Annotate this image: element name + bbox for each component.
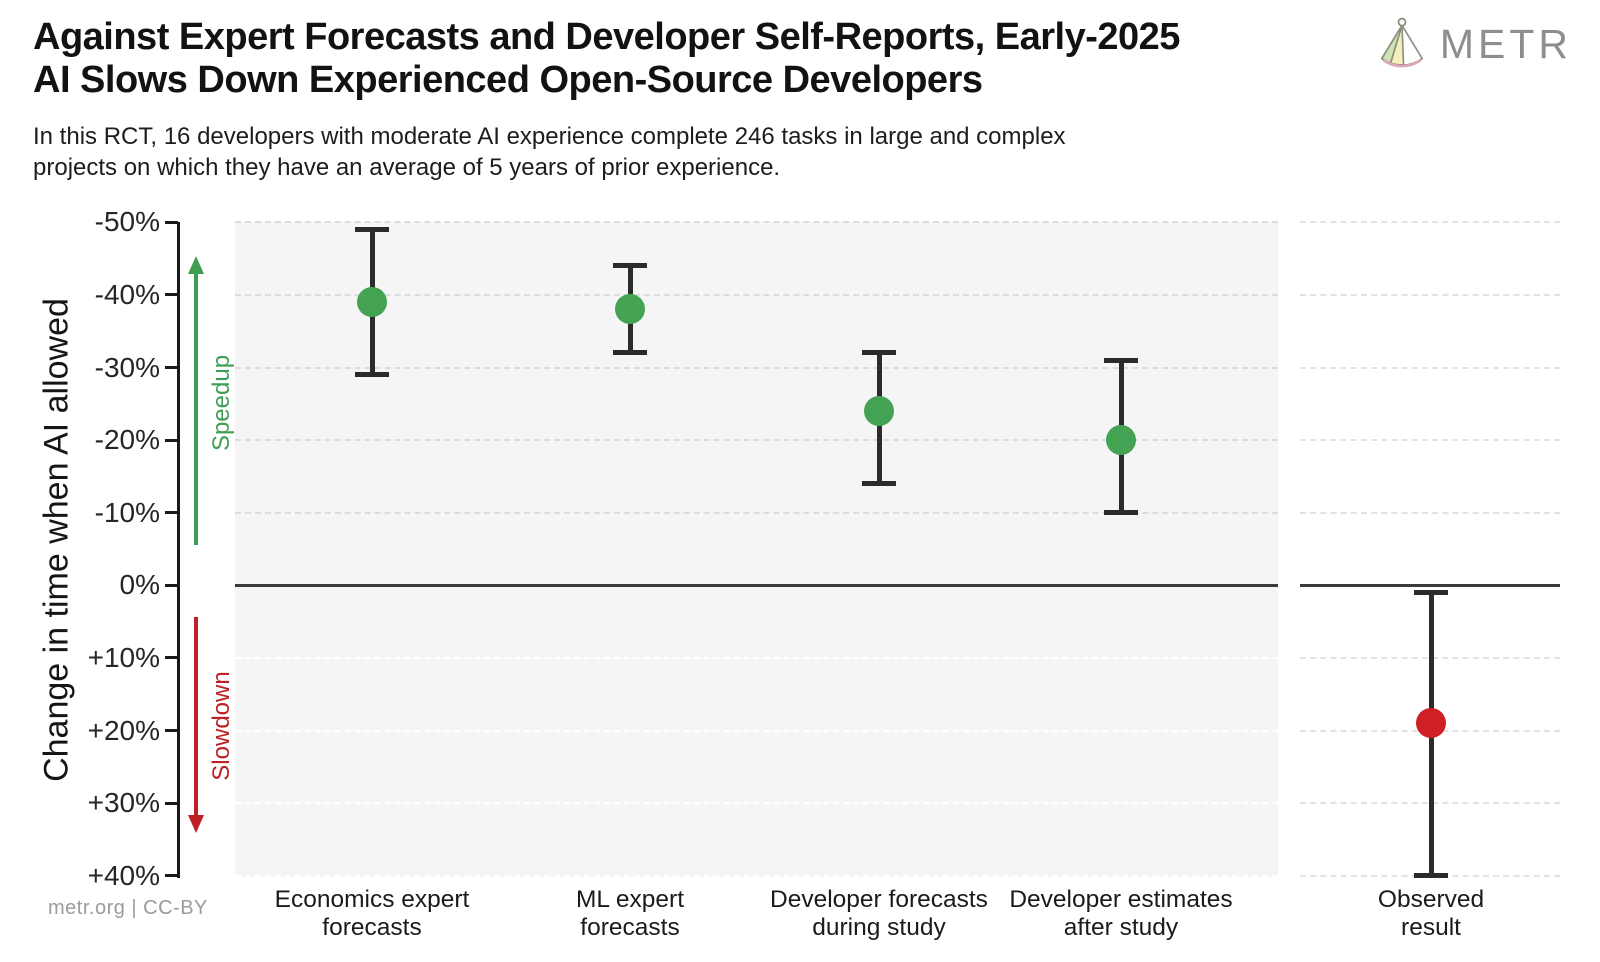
gridline-observed [1300, 293, 1560, 296]
title-line-1: Against Expert Forecasts and Developer S… [33, 16, 1180, 58]
x-axis-label: Economics expert forecasts [222, 886, 522, 942]
gridline-observed [1300, 366, 1560, 369]
gridline-main [235, 221, 1278, 224]
y-tick-label: -30% [94, 351, 160, 383]
error-bar-cap-top [1104, 357, 1138, 363]
gridline-main [235, 729, 1278, 732]
error-bar-cap-bottom [1104, 510, 1138, 516]
data-point-dot [864, 396, 894, 427]
x-axis-label: Developer forecasts during study [729, 886, 1029, 942]
metr-logo-text: METR [1439, 21, 1572, 67]
x-axis-label-line: ML expert [575, 886, 685, 913]
x-axis-label-line: forecasts [580, 913, 680, 941]
gridline-main [235, 439, 1278, 442]
y-tick-label: -40% [94, 278, 160, 310]
data-point-dot [1416, 708, 1446, 739]
page-title: Against Expert Forecasts and Developer S… [33, 16, 1180, 101]
y-tick-mark [165, 438, 178, 442]
x-axis-label: Observed result [1281, 886, 1581, 942]
error-bar-cap-bottom [1414, 873, 1448, 879]
x-axis-label: ML expert forecasts [480, 886, 780, 942]
gridline-main [235, 656, 1278, 659]
y-tick-mark [165, 801, 178, 805]
subtitle-line-2: projects on which they have an average o… [33, 153, 781, 181]
slowdown-label: Slowdown [208, 671, 235, 781]
y-tick-mark [165, 729, 178, 732]
gridline-main [235, 802, 1278, 805]
y-tick-mark [165, 583, 178, 587]
error-bar-cap-top [613, 263, 647, 269]
speedup-arrow-icon [188, 256, 204, 545]
y-tick-mark [165, 874, 178, 878]
y-tick-label: +40% [87, 859, 160, 891]
title-line-2: AI Slows Down Experienced Open-Source De… [33, 58, 983, 101]
gridline-main [235, 511, 1278, 514]
y-tick-mark [165, 511, 178, 515]
x-axis-label-line: Developer forecasts [770, 886, 988, 913]
metr-fan-icon [1374, 14, 1430, 75]
error-bar-cap-top [862, 350, 896, 356]
y-tick-label: -50% [94, 206, 160, 238]
zero-line-observed [1300, 583, 1560, 587]
error-bar-cap-bottom [355, 372, 389, 378]
data-point-dot [615, 294, 645, 325]
gridline-observed [1300, 221, 1560, 224]
y-tick-mark [165, 293, 178, 297]
y-tick-mark [165, 366, 178, 369]
metr-logo: METR [1374, 14, 1572, 75]
error-bar-cap-bottom [862, 481, 896, 487]
gridline-main [235, 874, 1278, 877]
x-axis-label-line: Developer estimates [1009, 886, 1233, 913]
error-bar-cap-bottom [613, 350, 647, 356]
y-tick-label: +10% [87, 641, 160, 673]
gridline-main [235, 366, 1278, 369]
subtitle-line-1: In this RCT, 16 developers with moderate… [33, 123, 1066, 150]
gridline-observed [1300, 439, 1560, 442]
data-point-dot [1106, 425, 1136, 456]
slowdown-arrow-icon [188, 617, 204, 833]
x-axis-label-line: Economics expert [274, 886, 470, 913]
gridline-observed [1300, 511, 1560, 514]
y-tick-mark [165, 656, 178, 660]
x-axis-label: Developer estimates after study [971, 886, 1271, 942]
y-tick-mark [165, 220, 178, 224]
zero-line-main [235, 583, 1278, 587]
main-plot-panel [235, 222, 1278, 877]
chart-subtitle: In this RCT, 16 developers with moderate… [33, 122, 1066, 183]
y-tick-label: -20% [94, 424, 160, 456]
x-axis-label-line: forecasts [322, 913, 422, 941]
error-bar-cap-top [1414, 590, 1448, 596]
data-point-dot [357, 287, 387, 318]
error-bar-cap-top [355, 227, 389, 233]
credit-line: metr.org | CC-BY [48, 897, 208, 919]
x-axis-label-line: after study [1063, 913, 1179, 941]
y-tick-label: -10% [94, 496, 160, 528]
y-tick-label: +20% [87, 714, 160, 746]
x-axis-label-line: during study [812, 913, 946, 941]
gridline-main [235, 293, 1278, 296]
y-axis-line [177, 222, 180, 878]
x-axis-label-line: Observed [1377, 886, 1485, 913]
y-tick-label: 0% [119, 569, 160, 601]
x-axis-label-line: result [1401, 913, 1461, 941]
speedup-label: Speedup [208, 354, 235, 452]
y-tick-label: +30% [87, 787, 160, 819]
